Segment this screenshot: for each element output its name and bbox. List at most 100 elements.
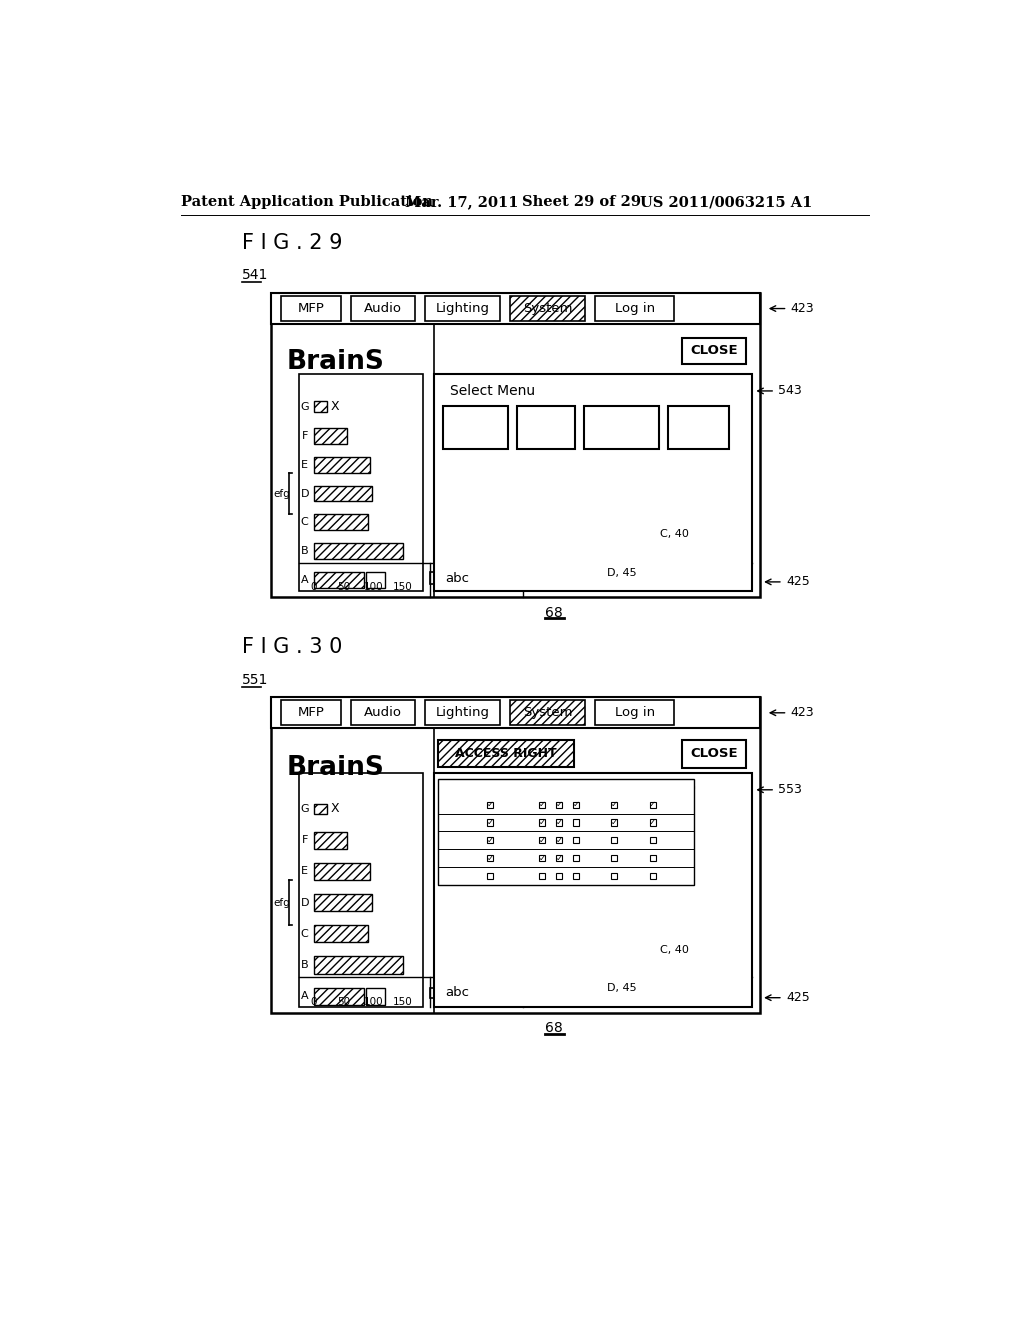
- Text: 423: 423: [791, 706, 814, 719]
- Bar: [281, 296, 341, 321]
- Text: E: E: [301, 459, 308, 470]
- Text: F I G . 2 9: F I G . 2 9: [242, 234, 342, 253]
- Text: Audio: Audio: [364, 706, 402, 719]
- Bar: [314, 515, 369, 531]
- Text: CLOSE: CLOSE: [690, 747, 737, 760]
- Text: Audio: Audio: [364, 302, 402, 315]
- Bar: [611, 873, 617, 879]
- Text: 50: 50: [337, 582, 350, 591]
- Bar: [572, 855, 579, 861]
- Text: X: X: [657, 854, 664, 862]
- Bar: [649, 873, 655, 879]
- Text: ✓: ✓: [486, 800, 494, 809]
- Bar: [556, 801, 562, 808]
- Text: 0: 0: [310, 998, 317, 1007]
- Text: 425: 425: [786, 576, 810, 589]
- Bar: [611, 837, 617, 843]
- Bar: [611, 820, 617, 825]
- Text: CLOSE: CLOSE: [690, 345, 737, 358]
- Bar: [271, 697, 760, 729]
- Bar: [314, 832, 346, 849]
- Bar: [314, 957, 403, 974]
- Text: ✓: ✓: [486, 854, 494, 862]
- Text: R: R: [547, 818, 553, 828]
- Text: USER A: USER A: [439, 800, 475, 809]
- Bar: [271, 293, 760, 323]
- Text: SCREEN: SCREEN: [486, 783, 525, 792]
- Bar: [434, 774, 752, 1007]
- Text: W: W: [563, 818, 572, 828]
- Bar: [539, 801, 545, 808]
- Text: X: X: [657, 800, 664, 809]
- Text: F I G . 3 0: F I G . 3 0: [242, 638, 342, 657]
- Text: ATTRIBUTE: ATTRIBUTE: [585, 421, 658, 434]
- Text: Lighting: Lighting: [435, 302, 489, 315]
- Text: D, 45: D, 45: [607, 983, 637, 994]
- Text: 150: 150: [393, 582, 413, 591]
- Bar: [486, 801, 493, 808]
- Bar: [595, 701, 675, 725]
- Text: D, 45: D, 45: [607, 568, 637, 578]
- Bar: [595, 296, 675, 321]
- Text: C, 40: C, 40: [659, 529, 689, 539]
- Bar: [314, 401, 328, 412]
- Bar: [556, 820, 562, 825]
- Text: ✓: ✓: [610, 800, 617, 809]
- Text: X: X: [657, 836, 664, 845]
- Text: GENERAL: GENERAL: [444, 421, 506, 434]
- Text: X: X: [657, 818, 664, 828]
- Bar: [611, 801, 617, 808]
- Text: ✓: ✓: [649, 818, 656, 828]
- Bar: [430, 987, 512, 998]
- Text: ✓: ✓: [555, 836, 562, 845]
- Bar: [669, 407, 729, 449]
- Text: 68: 68: [546, 1022, 563, 1035]
- Text: abc: abc: [445, 572, 470, 585]
- Text: G: G: [300, 804, 309, 814]
- Text: ✓: ✓: [555, 854, 562, 862]
- Text: ✓: ✓: [486, 836, 494, 845]
- Bar: [281, 701, 341, 725]
- Bar: [438, 739, 573, 767]
- Text: 100: 100: [364, 998, 383, 1007]
- Text: US 2011/0063215 A1: US 2011/0063215 A1: [640, 195, 812, 210]
- Bar: [314, 987, 365, 1005]
- Bar: [510, 701, 586, 725]
- Bar: [314, 457, 370, 473]
- Text: R: R: [547, 871, 553, 880]
- Bar: [314, 428, 346, 444]
- Bar: [271, 293, 760, 598]
- Bar: [649, 837, 655, 843]
- Bar: [539, 820, 545, 825]
- Text: X: X: [618, 871, 625, 880]
- Text: W: W: [495, 854, 504, 862]
- Text: AUDIO: AUDIO: [610, 783, 642, 792]
- Bar: [486, 820, 493, 825]
- Bar: [314, 486, 372, 502]
- Bar: [351, 701, 415, 725]
- Text: 551: 551: [242, 673, 268, 688]
- Text: X: X: [618, 818, 625, 828]
- Text: E: E: [301, 866, 308, 876]
- Text: X: X: [581, 836, 587, 845]
- Bar: [682, 338, 745, 364]
- Bar: [314, 804, 328, 814]
- Bar: [430, 573, 512, 583]
- Text: BrainS: BrainS: [287, 755, 385, 781]
- Text: ✓: ✓: [649, 800, 656, 809]
- Text: W: W: [495, 871, 504, 880]
- Bar: [556, 837, 562, 843]
- Text: 50: 50: [337, 998, 350, 1007]
- Text: Sheet 29 of 29: Sheet 29 of 29: [521, 195, 641, 210]
- Bar: [510, 296, 586, 321]
- Text: MFP: MFP: [539, 783, 559, 792]
- Bar: [425, 701, 500, 725]
- Bar: [314, 894, 372, 911]
- Bar: [486, 873, 493, 879]
- Bar: [539, 837, 545, 843]
- Text: X: X: [657, 871, 664, 880]
- Bar: [486, 837, 493, 843]
- Text: A: A: [301, 991, 308, 1001]
- Text: Patent Application Publication: Patent Application Publication: [180, 195, 433, 210]
- Text: abc: abc: [445, 986, 470, 999]
